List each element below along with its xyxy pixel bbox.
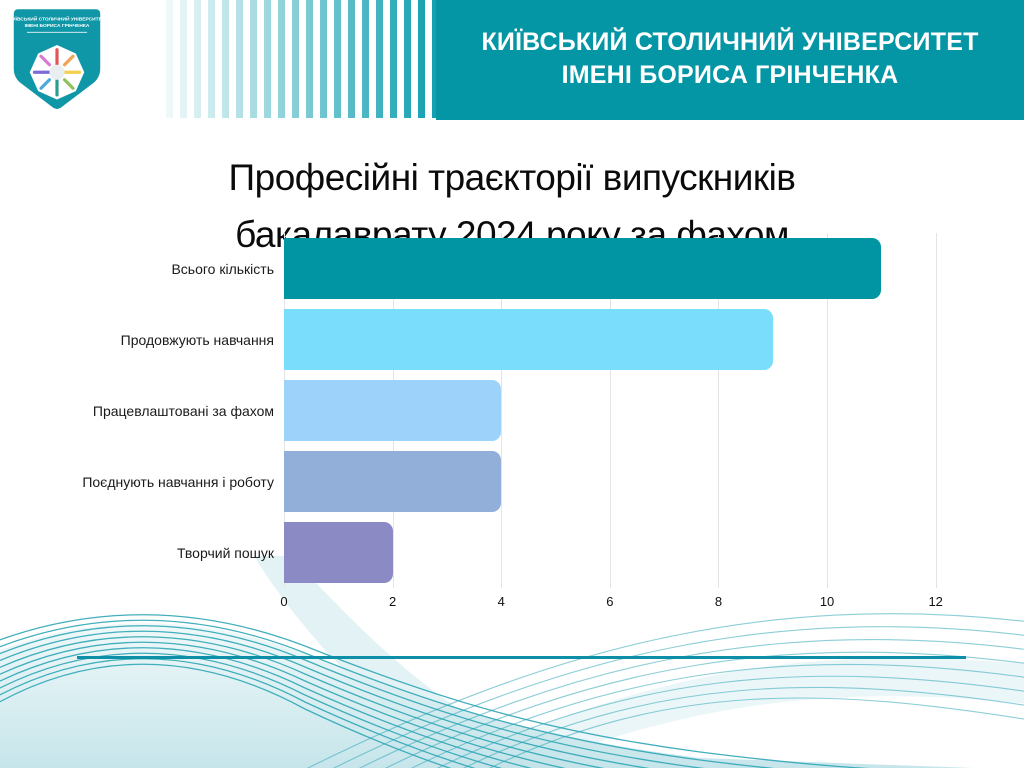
bar-row (284, 446, 990, 517)
logo-text-line2: ІМЕНІ БОРИСА ГРІНЧЕНКА (25, 23, 90, 29)
bar-2 (284, 309, 773, 370)
university-name-line2: ІМЕНІ БОРИСА ГРІНЧЕНКА (561, 61, 899, 89)
stripes-decoration (166, 0, 436, 118)
logo-divider (26, 31, 88, 33)
x-tick-label: 10 (819, 594, 835, 609)
x-tick-label: 12 (928, 594, 943, 609)
footer-divider-line (77, 656, 966, 659)
category-label: Творчий пошук (176, 544, 274, 561)
x-tick-label: 8 (714, 594, 723, 609)
bar-1 (284, 238, 882, 299)
gridline (827, 233, 829, 588)
logo-text-line1: КИЇВСЬКИЙ СТОЛИЧНИЙ УНІВЕРСИТЕТ (10, 15, 104, 23)
gridline (609, 233, 611, 588)
header-band: КИЇВСЬКИЙ СТОЛИЧНИЙ УНІВЕРСИТЕТ ІМЕНІ БО… (436, 0, 1024, 120)
category-label: Всього кількість (171, 260, 274, 277)
category-label: Поєднують навчання і роботу (82, 473, 274, 490)
category-label: Продовжують навчання (120, 331, 274, 348)
x-tick-label: 4 (497, 594, 505, 609)
gridline (501, 233, 503, 588)
x-tick-label: 2 (388, 594, 397, 609)
bar-3 (284, 380, 502, 441)
starburst-emblem-icon (29, 45, 85, 100)
bar-row (284, 304, 990, 375)
gridline (718, 233, 720, 588)
slide-title-line1: Професійні траєкторії випускників (228, 156, 796, 198)
shield-icon: КИЇВСЬКИЙ СТОЛИЧНИЙ УНІВЕРСИТЕТ ІМЕНІ БО… (9, 9, 105, 109)
university-name-line1: КИЇВСЬКИЙ СТОЛИЧНИЙ УНІВЕРСИТЕТ (481, 28, 979, 56)
bar-4 (284, 451, 502, 512)
bar-row (284, 517, 990, 588)
bar-chart: Всього кількість Продовжують навчання Прац… (0, 233, 1024, 609)
category-labels: Всього кількість Продовжують навчання Прац… (0, 233, 284, 588)
university-shield-logo: КИЇВСЬКИЙ СТОЛИЧНИЙ УНІВЕРСИТЕТ ІМЕНІ БО… (9, 8, 105, 114)
gridline (935, 233, 937, 588)
bar-row (284, 375, 990, 446)
bars-layer (284, 233, 990, 588)
bar-5 (284, 522, 393, 583)
plot-area: 0 2 4 6 8 10 12 (280, 233, 990, 609)
category-label: Працевлаштовані за фахом (92, 402, 274, 419)
x-tick-label: 0 (280, 594, 288, 609)
bar-row (284, 233, 990, 304)
x-axis: 0 2 4 6 8 10 12 (280, 590, 990, 612)
x-tick-label: 6 (606, 594, 614, 609)
